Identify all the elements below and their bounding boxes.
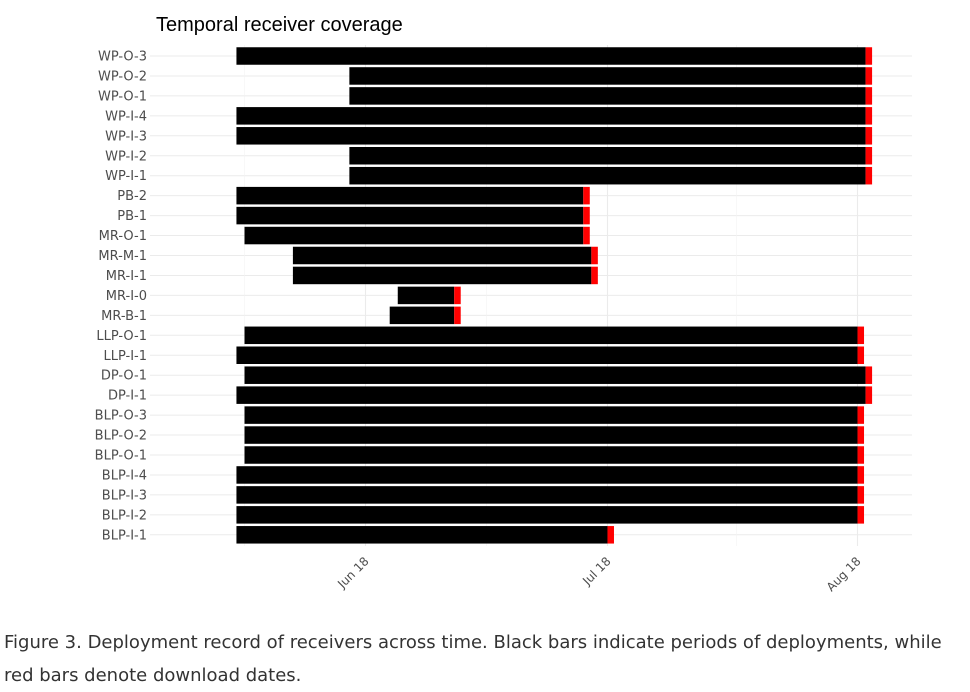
y-tick-label: BLP-O-2 bbox=[95, 429, 147, 444]
download-marker bbox=[857, 466, 865, 484]
y-tick-label: MR-I-1 bbox=[106, 269, 147, 284]
y-tick-label: LLP-O-1 bbox=[96, 329, 147, 344]
y-tick-label: MR-B-1 bbox=[101, 309, 147, 324]
y-tick-label: MR-I-0 bbox=[106, 289, 147, 304]
deployment-bar bbox=[349, 87, 866, 105]
y-tick-label: WP-I-3 bbox=[105, 129, 147, 144]
deployment-bar bbox=[292, 246, 592, 265]
deployment-bar bbox=[349, 147, 866, 165]
deployment-bar bbox=[292, 266, 592, 285]
y-tick-label: BLP-I-4 bbox=[102, 468, 147, 483]
y-tick-label: WP-O-3 bbox=[98, 50, 147, 65]
deployment-bar bbox=[244, 446, 858, 464]
download-marker bbox=[865, 47, 873, 65]
deployment-bar bbox=[349, 166, 866, 185]
y-tick-label: WP-O-2 bbox=[98, 69, 147, 84]
y-tick-label: WP-O-1 bbox=[98, 89, 147, 104]
download-marker bbox=[583, 226, 590, 245]
download-marker bbox=[857, 446, 865, 464]
deployment-bar bbox=[236, 486, 858, 504]
y-tick-label: PB-2 bbox=[117, 189, 147, 204]
chart-title: Temporal receiver coverage bbox=[156, 14, 403, 36]
gantt-chart: Jun 18 Jul 18 Aug 18 WP-O-3 WP-O-2 WP-O-1 WP-I… bbox=[95, 14, 912, 594]
deployment-bar bbox=[236, 526, 608, 544]
y-tick-label: DP-I-1 bbox=[108, 389, 147, 404]
y-tick-label: WP-I-1 bbox=[105, 169, 147, 184]
download-marker bbox=[607, 526, 614, 544]
deployment-bar bbox=[244, 426, 858, 444]
y-tick-label: BLP-O-1 bbox=[95, 449, 147, 464]
deployment-bar bbox=[349, 67, 866, 85]
deployment-bar bbox=[236, 506, 858, 524]
deployment-bar bbox=[397, 286, 455, 305]
download-marker bbox=[583, 206, 590, 225]
deployment-bar bbox=[389, 306, 455, 325]
y-tick-label: DP-O-1 bbox=[101, 369, 147, 384]
deployment-bar bbox=[236, 127, 866, 145]
download-marker bbox=[865, 366, 873, 384]
download-marker bbox=[857, 406, 865, 424]
bars bbox=[236, 47, 873, 544]
download-marker bbox=[591, 266, 598, 285]
deployment-bar bbox=[236, 346, 858, 364]
deployment-bar bbox=[236, 466, 858, 484]
download-marker bbox=[857, 346, 865, 364]
download-marker bbox=[454, 306, 461, 325]
download-marker bbox=[857, 326, 865, 345]
deployment-bar bbox=[236, 206, 584, 225]
download-marker bbox=[857, 506, 865, 524]
y-tick-label: PB-1 bbox=[117, 209, 147, 224]
y-tick-label: LLP-I-1 bbox=[103, 349, 147, 364]
y-tick-label: BLP-I-1 bbox=[102, 528, 147, 543]
y-tick-label: MR-O-1 bbox=[99, 229, 147, 244]
download-marker bbox=[857, 486, 865, 504]
download-marker bbox=[865, 67, 873, 85]
deployment-bar bbox=[244, 226, 584, 245]
deployment-bar bbox=[244, 326, 858, 345]
download-marker bbox=[865, 87, 873, 105]
x-tick-label: Jun 18 bbox=[334, 554, 371, 591]
deployment-bar bbox=[236, 186, 584, 205]
download-marker bbox=[591, 246, 598, 265]
deployment-bar bbox=[236, 386, 866, 404]
deployment-bar bbox=[244, 406, 858, 424]
y-tick-label: MR-M-1 bbox=[98, 249, 147, 264]
deployment-bar bbox=[236, 107, 866, 125]
x-tick-label: Aug 18 bbox=[824, 554, 864, 594]
download-marker bbox=[865, 127, 873, 145]
download-marker bbox=[865, 147, 873, 165]
y-tick-label: WP-I-2 bbox=[105, 149, 147, 164]
deployment-bar bbox=[244, 366, 866, 384]
figure-caption: Figure 3. Deployment record of receivers… bbox=[4, 632, 942, 686]
download-marker bbox=[865, 386, 873, 404]
download-marker bbox=[583, 186, 590, 205]
x-tick-label: Jul 18 bbox=[579, 554, 613, 588]
download-marker bbox=[865, 166, 873, 185]
download-marker bbox=[454, 286, 461, 305]
y-tick-label: BLP-I-2 bbox=[102, 508, 147, 523]
download-marker bbox=[865, 107, 873, 125]
deployment-bar bbox=[236, 47, 866, 65]
download-marker bbox=[857, 426, 865, 444]
y-tick-label: BLP-I-3 bbox=[102, 488, 147, 503]
y-tick-label: BLP-O-3 bbox=[95, 409, 147, 424]
y-tick-label: WP-I-4 bbox=[105, 109, 147, 124]
